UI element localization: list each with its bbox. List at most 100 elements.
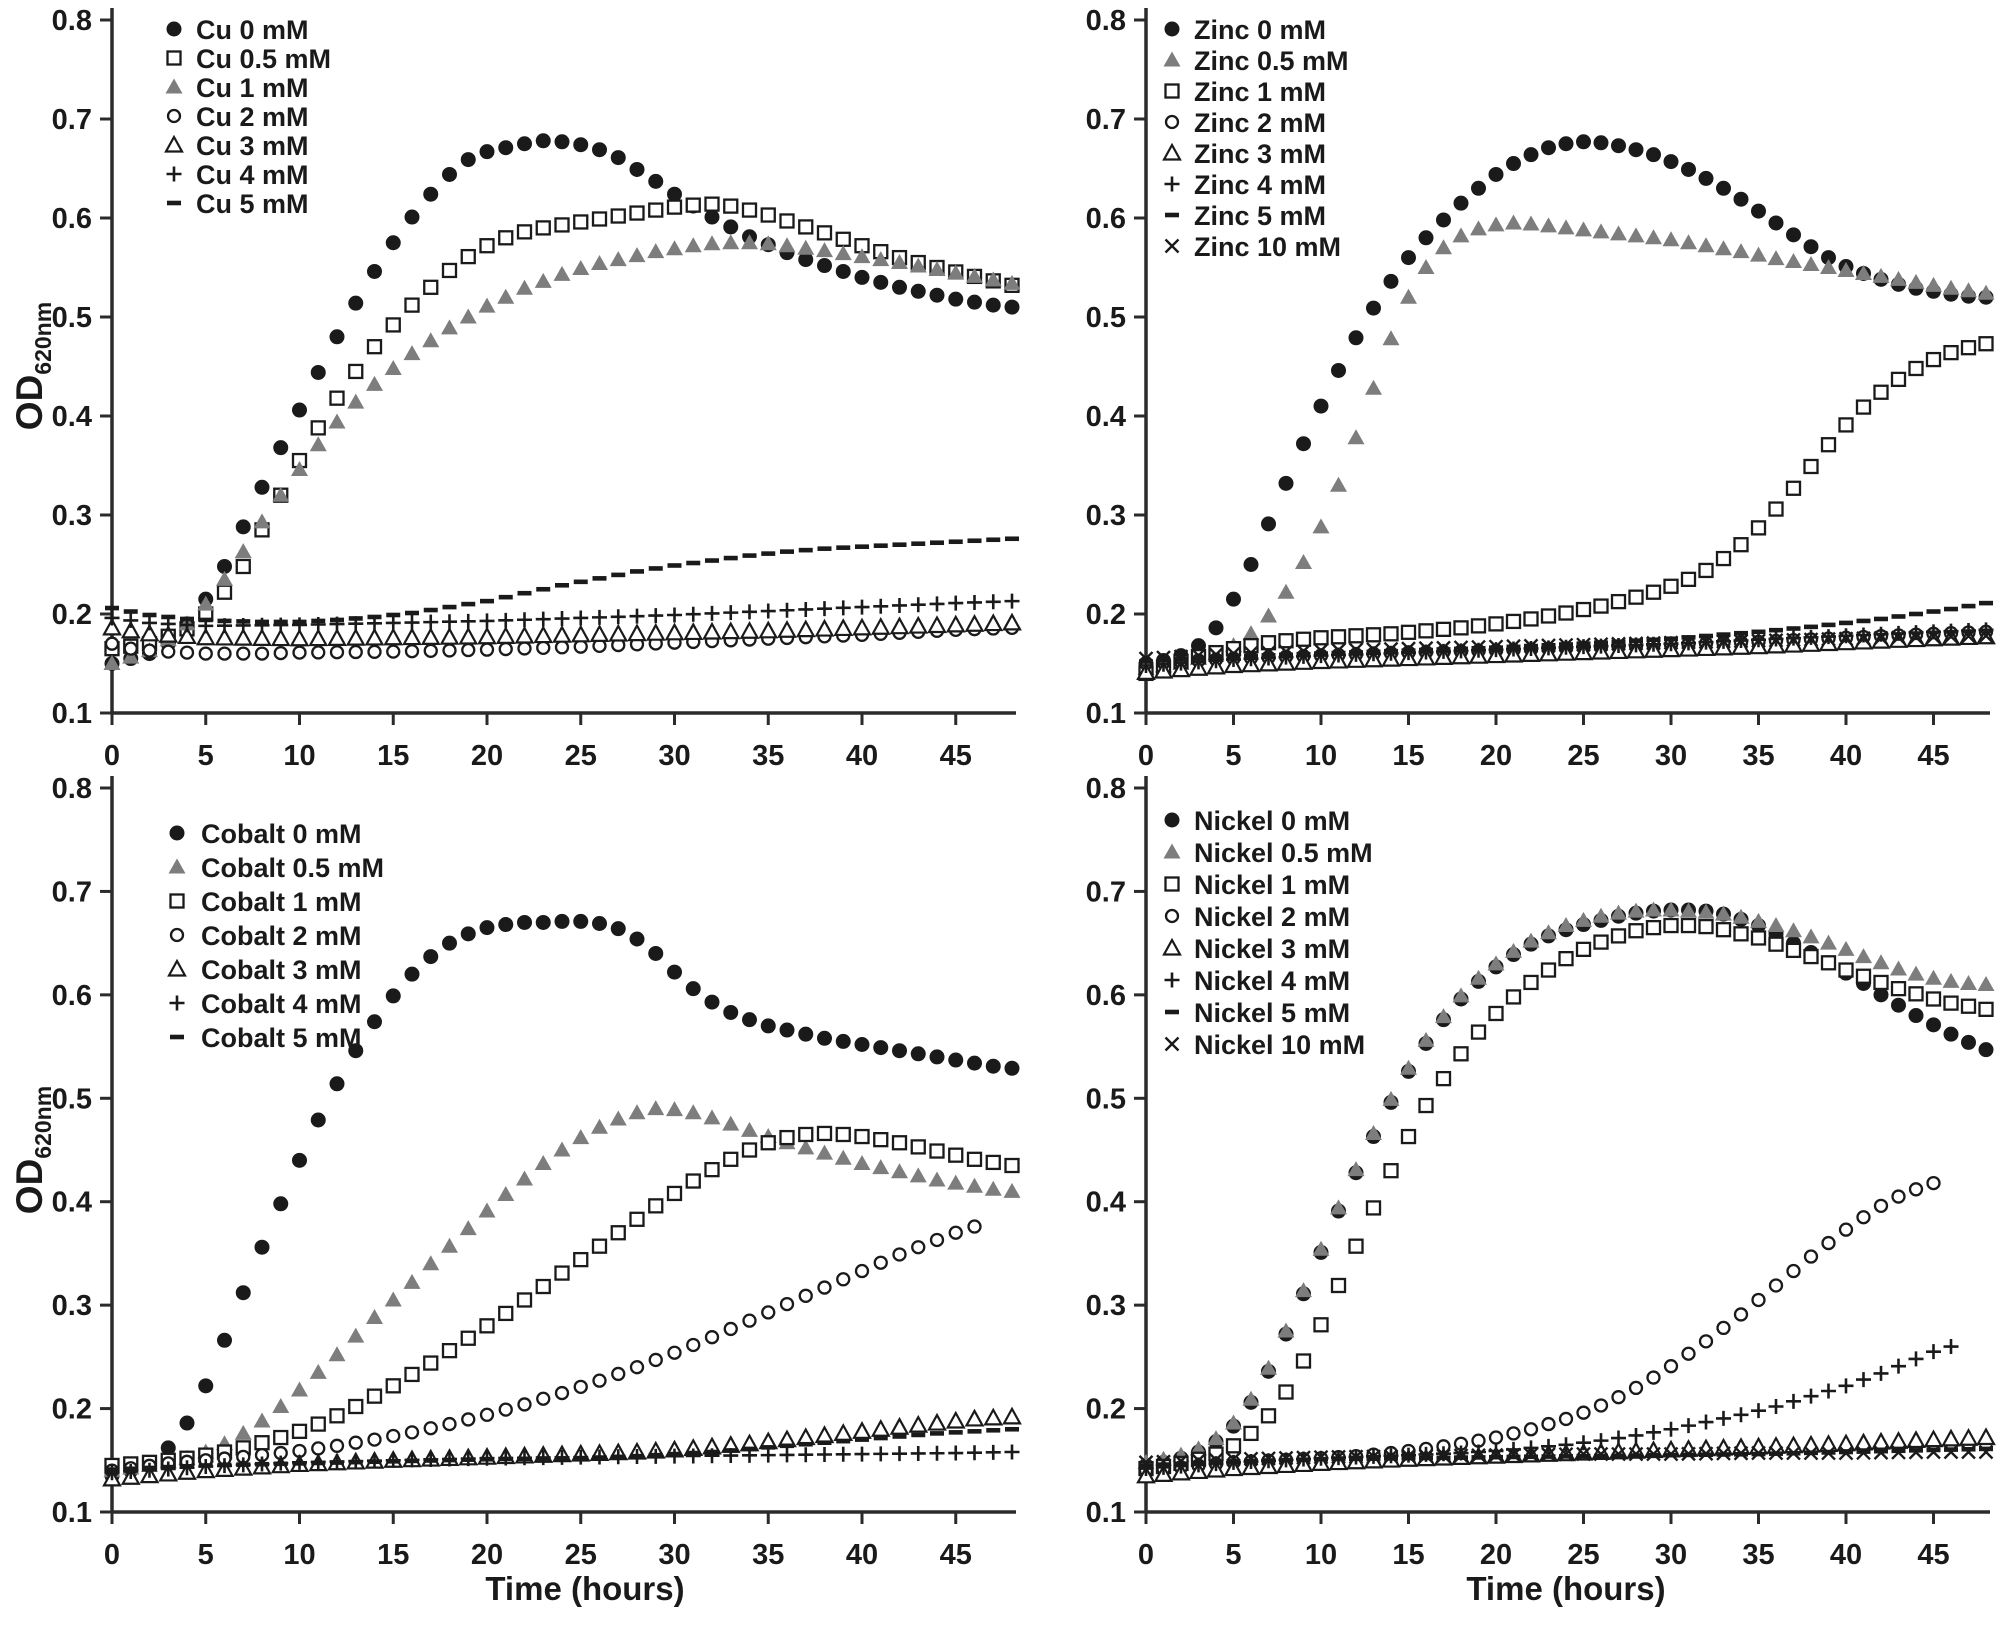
filled-triangle-marker-icon xyxy=(1592,223,1610,239)
x-tick-label: 10 xyxy=(283,1539,315,1571)
open-circle-marker-icon xyxy=(329,645,345,660)
x-marker-icon xyxy=(1138,651,1154,666)
open-triangle-marker-icon xyxy=(345,627,366,646)
filled-circle-marker-icon xyxy=(929,1049,945,1065)
legend-item-cobalt-0-mm: Cobalt 0 mM xyxy=(169,819,362,849)
legend-item-zinc-4-mm: Zinc 4 mM xyxy=(1164,170,1326,200)
plus-marker-icon xyxy=(1786,1393,1801,1409)
axes-nickel: 0.8 0.7 0.6 0.5 0.4 0.3 0.2 0.1 0 5 10 15 20 25 30 35 40… xyxy=(1086,773,1990,1571)
plus-marker-icon xyxy=(1541,1438,1556,1454)
filled-triangle-marker-icon xyxy=(684,237,702,253)
legend-label: Zinc 3 mM xyxy=(1194,139,1326,169)
x-marker-icon xyxy=(1471,1447,1486,1463)
x-marker-icon xyxy=(1488,1447,1504,1463)
plus-marker-icon xyxy=(985,1444,1001,1460)
x-marker-icon xyxy=(1558,1446,1574,1462)
plus-marker-icon xyxy=(742,604,757,620)
open-square-marker-icon xyxy=(479,1318,495,1334)
filled-triangle-marker-icon xyxy=(1487,955,1505,971)
open-triangle-marker-icon xyxy=(833,1423,854,1441)
x-marker-icon xyxy=(1856,631,1871,646)
filled-circle-marker-icon xyxy=(1261,516,1276,532)
open-square-marker-icon xyxy=(723,198,739,214)
filled-triangle-marker-icon xyxy=(216,570,233,586)
filled-triangle-marker-icon xyxy=(534,272,552,288)
filled-circle-marker-icon xyxy=(479,920,495,936)
plus-marker-icon xyxy=(1663,1421,1679,1437)
x-marker-icon xyxy=(1506,1447,1521,1463)
filled-triangle-marker-icon xyxy=(647,1100,665,1116)
filled-circle-marker-icon xyxy=(292,402,307,418)
y-tick-label: 0.5 xyxy=(52,1083,92,1115)
open-square-marker-icon xyxy=(1960,340,1977,356)
open-circle-marker-icon xyxy=(123,641,138,656)
x-tick-label: 40 xyxy=(1830,1539,1862,1571)
legend-item-nickel-1-mm: Nickel 1 mM xyxy=(1164,870,1350,900)
filled-circle-marker-icon xyxy=(1751,203,1766,219)
filled-triangle-marker-icon xyxy=(366,375,383,391)
filled-circle-marker-icon xyxy=(1164,812,1180,828)
x-marker-icon xyxy=(1978,628,1994,644)
filled-triangle-marker-icon xyxy=(459,1220,477,1236)
open-triangle-marker-icon xyxy=(1801,1434,1821,1453)
legend-label: Nickel 5 mM xyxy=(1194,998,1350,1028)
filled-circle-marker-icon xyxy=(1768,215,1784,231)
legend-label: Zinc 1 mM xyxy=(1194,77,1326,107)
open-square-marker-icon xyxy=(1890,371,1907,388)
open-triangle-marker-icon xyxy=(177,626,197,645)
filled-triangle-marker-icon xyxy=(1750,246,1767,262)
filled-triangle-marker-icon xyxy=(1365,379,1382,395)
plus-marker-icon xyxy=(1908,1351,1924,1367)
x-marker-icon xyxy=(1716,634,1731,649)
y-tick-label: 0.2 xyxy=(52,1394,92,1426)
open-triangle-marker-icon xyxy=(1958,1427,1979,1446)
legend-label: Nickel 1 mM xyxy=(1194,870,1350,900)
open-square-marker-icon xyxy=(1418,623,1434,639)
open-square-marker-icon xyxy=(554,1265,570,1281)
plus-marker-icon xyxy=(948,595,964,611)
series-cobalt-0-mm xyxy=(104,913,1020,1484)
open-circle-marker-icon xyxy=(1611,1390,1626,1405)
filled-triangle-marker-icon xyxy=(1837,940,1855,956)
plus-marker-icon xyxy=(142,615,157,631)
x-axis-title: Time (hours) xyxy=(1466,1570,1665,1607)
legend-label: Cobalt 1 mM xyxy=(201,887,362,917)
open-square-marker-icon xyxy=(1540,962,1557,978)
open-circle-marker-icon xyxy=(1646,1370,1661,1385)
open-triangle-marker-icon xyxy=(1923,1429,1944,1448)
open-triangle-marker-icon xyxy=(870,1418,891,1437)
open-circle-marker-icon xyxy=(423,1421,438,1436)
open-triangle-marker-icon xyxy=(1871,1431,1891,1450)
open-circle-marker-icon xyxy=(873,1255,888,1270)
x-marker-icon xyxy=(1156,650,1171,665)
plus-marker-icon xyxy=(460,613,476,629)
filled-circle-marker-icon xyxy=(460,926,476,942)
x-marker-icon xyxy=(1313,1449,1329,1465)
open-square-marker-icon xyxy=(1575,601,1592,618)
filled-triangle-marker-icon xyxy=(1540,217,1557,233)
filled-circle-marker-icon xyxy=(329,329,345,345)
y-tick-label: 0.3 xyxy=(52,500,92,532)
filled-circle-marker-icon xyxy=(479,144,495,160)
y-tick-label: 0.7 xyxy=(1086,104,1126,136)
legend-item-nickel-4-mm: Nickel 4 mM xyxy=(1164,966,1350,996)
x-marker-icon xyxy=(1698,634,1714,650)
plus-marker-icon xyxy=(648,608,664,624)
open-square-marker-icon xyxy=(1890,981,1907,997)
legend-label: Zinc 5 mM xyxy=(1194,201,1326,231)
open-circle-marker-icon xyxy=(1891,1189,1906,1204)
filled-triangle-marker-icon xyxy=(1662,901,1680,917)
series-nickel-2-mm xyxy=(1138,1175,1941,1478)
open-triangle-marker-icon xyxy=(533,625,554,644)
open-square-marker-icon xyxy=(441,1343,458,1359)
plus-marker-icon xyxy=(985,594,1001,610)
legend-label: Nickel 0.5 mM xyxy=(1194,838,1373,868)
open-square-marker-icon xyxy=(666,199,683,215)
filled-circle-marker-icon xyxy=(1943,1026,1959,1042)
axes-cu: 0.8 0.7 0.6 0.5 0.4 0.3 0.2 0.1 0 5 10 15 20 25 30 35 40… xyxy=(52,5,1016,772)
filled-triangle-marker-icon xyxy=(1470,969,1487,985)
filled-circle-marker-icon xyxy=(254,479,270,495)
open-circle-marker-icon xyxy=(1926,1175,1941,1191)
filled-circle-marker-icon xyxy=(685,981,701,997)
